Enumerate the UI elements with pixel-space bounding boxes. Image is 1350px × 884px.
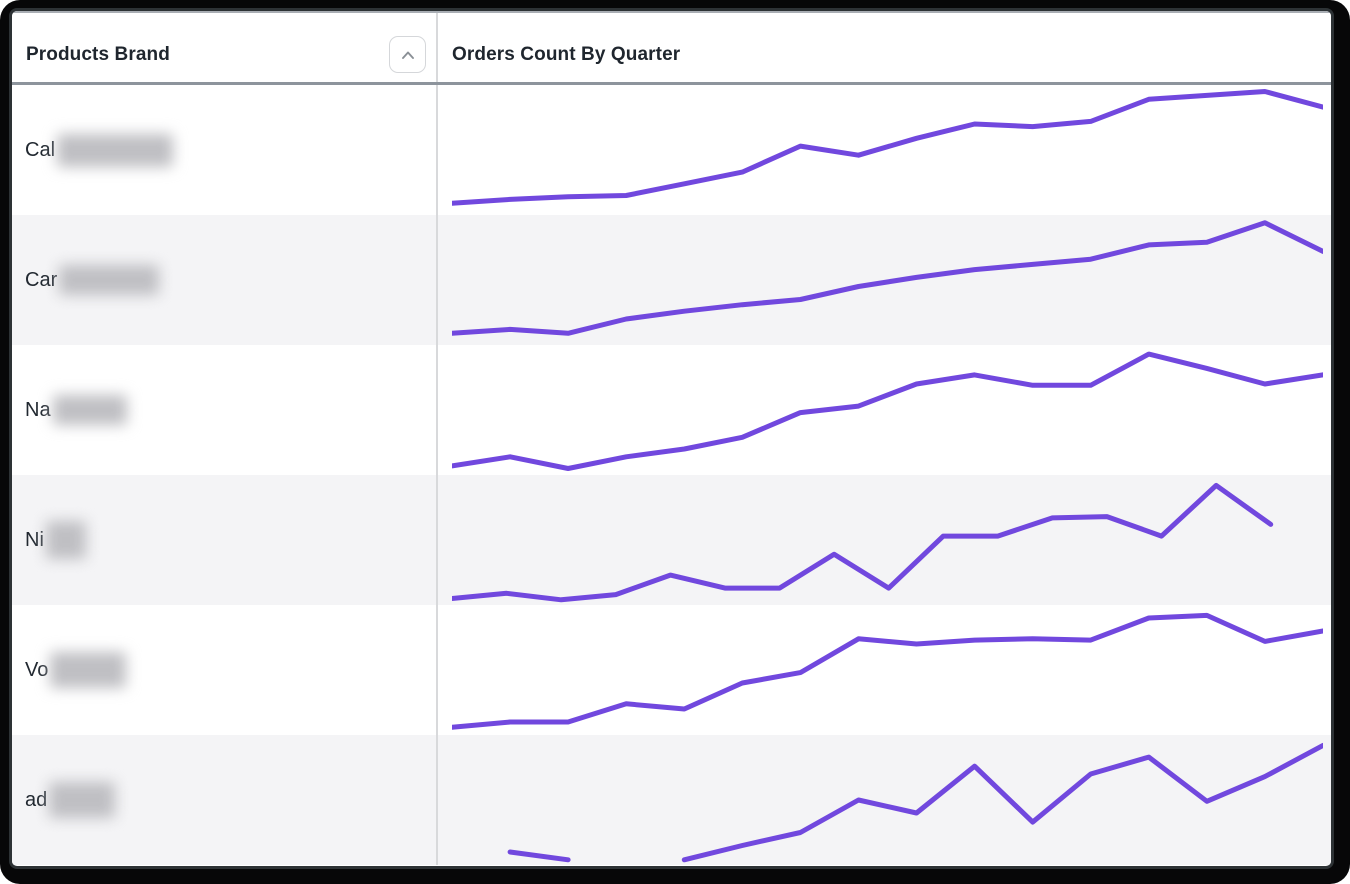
brand-cell: Vo — [12, 605, 438, 735]
brand-label-visible-text: Na — [25, 398, 51, 421]
column-header-orders-count: Orders Count By Quarter — [438, 13, 1331, 82]
table-header-row: Products Brand Orders Count By Quarter — [12, 13, 1331, 85]
orders-sparkline-chart — [452, 89, 1323, 206]
orders-count-header-label: Orders Count By Quarter — [452, 43, 681, 65]
brand-label: Ni — [25, 521, 86, 559]
table-row-cal[interactable]: Cal — [12, 85, 1331, 215]
brand-label-redacted-blur — [50, 652, 127, 688]
brand-cell: Ni — [12, 475, 438, 605]
orders-sparkline-chart — [452, 482, 1274, 603]
orders-sparkline-cell — [438, 735, 1331, 865]
brand-orders-table: Products Brand Orders Count By Quarter C… — [12, 11, 1331, 866]
column-header-products-brand: Products Brand — [12, 13, 438, 82]
brand-label-visible-text: Vo — [25, 658, 49, 681]
brand-label-redacted-blur — [49, 782, 116, 818]
table-card: Products Brand Orders Count By Quarter C… — [12, 11, 1331, 866]
orders-sparkline-cell — [438, 215, 1331, 345]
orders-sparkline-chart — [452, 351, 1323, 471]
brand-label-visible-text: Car — [25, 268, 58, 291]
orders-sparkline-cell — [438, 605, 1331, 735]
brand-label-redacted-blur — [45, 521, 86, 559]
brand-label-redacted-blur — [59, 265, 160, 295]
brand-label: Cal — [25, 133, 174, 167]
orders-sparkline-chart — [507, 742, 1323, 863]
table-row-ni[interactable]: Ni — [12, 475, 1331, 605]
brand-label: Na — [25, 395, 127, 425]
table-row-car[interactable]: Car — [12, 215, 1331, 345]
table-body: Cal Car Na — [12, 85, 1331, 866]
products-brand-header-label: Products Brand — [26, 43, 170, 65]
brand-cell: Na — [12, 345, 438, 475]
table-row-ad[interactable]: ad — [12, 735, 1331, 865]
brand-label-visible-text: Cal — [25, 138, 56, 161]
brand-label-visible-text: ad — [25, 788, 48, 811]
brand-label: Car — [25, 265, 160, 295]
orders-sparkline-chart — [452, 220, 1323, 336]
brand-label: Vo — [25, 652, 127, 688]
brand-label-redacted-blur — [52, 395, 127, 425]
orders-sparkline-cell — [438, 345, 1331, 475]
brand-label-visible-text: Ni — [25, 528, 44, 551]
chevron-up-icon — [401, 51, 414, 59]
brand-cell: ad — [12, 735, 438, 865]
sort-ascending-button[interactable] — [389, 36, 426, 73]
table-row-vo[interactable]: Vo — [12, 605, 1331, 735]
brand-label-redacted-blur — [57, 133, 174, 167]
orders-sparkline-cell — [438, 475, 1331, 605]
brand-label: ad — [25, 782, 116, 818]
orders-sparkline-cell — [438, 85, 1331, 215]
brand-cell: Cal — [12, 85, 438, 215]
table-row-na[interactable]: Na — [12, 345, 1331, 475]
brand-cell: Car — [12, 215, 438, 345]
orders-sparkline-chart — [452, 612, 1323, 730]
